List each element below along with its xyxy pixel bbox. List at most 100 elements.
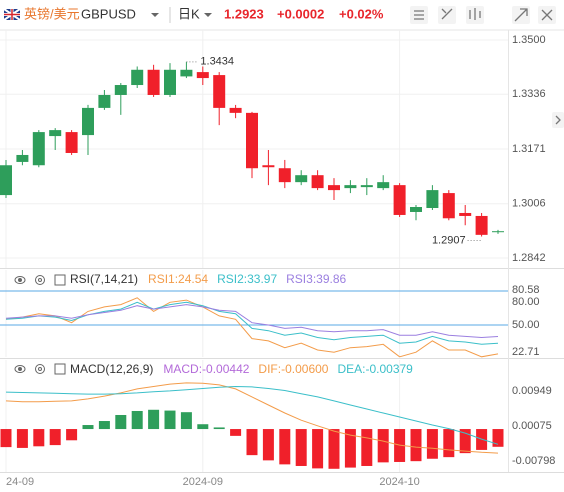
candle-body — [196, 72, 209, 79]
macd-bar — [230, 429, 242, 436]
macd-bar — [312, 429, 324, 469]
y-tick-label: 1.3171 — [512, 143, 546, 155]
candle-body — [114, 85, 127, 95]
legend-entry: RSI2:33.97 — [217, 272, 277, 286]
macd-bar — [82, 425, 94, 430]
macd-icons — [14, 363, 66, 375]
dropdown-icon[interactable] — [204, 13, 212, 17]
macd-bar — [16, 429, 28, 448]
legend-entry: MACD:-0.00442 — [163, 362, 249, 376]
candle-body — [82, 107, 94, 136]
macd-bar — [459, 429, 471, 454]
y-tick-label: 0.00075 — [512, 420, 552, 432]
macd-bar — [49, 429, 61, 446]
y-tick-label: 1.3006 — [512, 198, 546, 210]
candle-body — [49, 130, 62, 137]
macd-bar — [377, 429, 389, 463]
macd-line — [5, 385, 499, 445]
max-label: 1.3434 — [200, 56, 234, 68]
symbol[interactable]: GBPUSD — [81, 6, 136, 21]
candle-body — [475, 215, 488, 235]
candle-body — [131, 69, 144, 86]
macd-bar — [197, 424, 209, 430]
macd-bar — [0, 429, 12, 448]
tools-icon — [469, 8, 481, 20]
candle-body — [278, 168, 291, 183]
candle-body — [65, 132, 78, 153]
candle-body — [426, 190, 439, 209]
candle-body — [377, 182, 390, 189]
change: +0.0002 — [277, 6, 324, 21]
candle-body — [459, 212, 472, 216]
side-button[interactable] — [552, 112, 564, 128]
macd-bar — [246, 429, 258, 456]
y-tick-label: 1.3336 — [512, 88, 546, 100]
y-tick-label: 22.71 — [512, 346, 540, 358]
draw-icon — [441, 8, 453, 20]
candle-body — [328, 185, 340, 191]
change-percent: +0.02% — [339, 6, 384, 21]
macd-bar — [279, 429, 291, 465]
candle-body — [492, 231, 504, 233]
candle-body — [32, 132, 45, 166]
dropdown-icon[interactable] — [151, 13, 159, 17]
x-tick-label: 2024-09 — [183, 476, 223, 488]
candle-body — [180, 69, 193, 77]
macd-bar — [115, 414, 127, 430]
macd-bar — [98, 421, 110, 430]
period[interactable]: 日K — [178, 6, 200, 21]
expand-icon — [514, 8, 528, 22]
panel-title: RSI(7,14,21) — [70, 272, 138, 286]
rsi-line — [5, 297, 499, 358]
candle-body — [360, 185, 373, 188]
macd-bar — [180, 412, 192, 430]
macd-bar — [131, 410, 143, 430]
rsi-icons — [14, 274, 66, 286]
candle-body — [442, 193, 455, 219]
fullscreen-icon — [541, 9, 553, 21]
flag-icon — [3, 8, 21, 21]
macd-line — [5, 382, 499, 454]
draw-button[interactable] — [438, 6, 456, 24]
macd-bar — [410, 429, 422, 462]
macd-bar — [295, 429, 307, 466]
candle-body — [164, 69, 176, 95]
panel-title: MACD(12,26,9) — [70, 362, 153, 376]
candle-body — [262, 165, 275, 168]
candle-body — [213, 75, 226, 108]
pair-name[interactable]: 英镑/美元 — [24, 6, 80, 21]
legend-entry: DEA:-0.00379 — [337, 362, 413, 376]
y-tick-label: 80.00 — [512, 296, 540, 308]
price: 1.2923 — [224, 6, 264, 21]
y-tick-label: 0.00949 — [512, 385, 552, 397]
x-tick-label: 24-09 — [6, 476, 34, 488]
x-tick-label: 2024-10 — [379, 476, 419, 488]
rsi-line — [5, 304, 499, 339]
macd-bar — [33, 429, 45, 447]
macd-bar — [492, 429, 504, 447]
candle-body — [147, 69, 160, 95]
y-tick-label: 1.3500 — [512, 34, 546, 46]
candle-body — [295, 175, 308, 183]
macd-bar — [213, 427, 225, 430]
y-tick-label: 50.00 — [512, 319, 540, 331]
candle-body — [344, 185, 357, 189]
candle-body — [98, 94, 111, 108]
candle-body — [246, 112, 258, 169]
candle-body — [0, 165, 12, 196]
candle-body — [311, 175, 324, 189]
candle-body — [410, 207, 422, 212]
y-tick-label: -0.00798 — [512, 455, 555, 467]
min-label: 1.2907 — [432, 234, 466, 246]
macd-bar — [361, 429, 373, 466]
legend-entry: DIF:-0.00600 — [258, 362, 328, 376]
macd-bar — [164, 410, 176, 430]
settings-icon — [414, 10, 424, 20]
macd-bar — [66, 429, 78, 441]
legend-entry: RSI1:24.54 — [148, 272, 208, 286]
y-tick-label: 1.2842 — [512, 252, 546, 264]
legend-entry: RSI3:39.86 — [286, 272, 346, 286]
macd-bar — [426, 429, 438, 459]
